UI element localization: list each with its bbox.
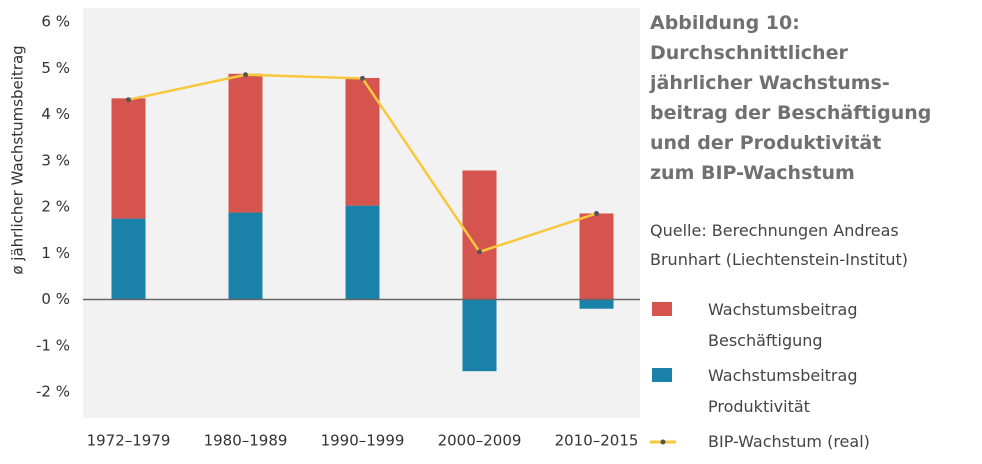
y-tick-label: -1 %: [36, 336, 70, 354]
legend-label: Wachstumsbeitrag Beschäftigung: [708, 300, 858, 350]
y-tick-label: 0 %: [41, 290, 70, 308]
title-line: Abbildung 10:: [650, 12, 800, 34]
title-line: Durchschnittlicher: [650, 42, 848, 64]
legend-label: BIP-Wachstum (real): [708, 432, 870, 451]
bar: [345, 77, 380, 206]
x-tick-label: 1990–1999: [321, 432, 405, 450]
bar: [111, 218, 146, 300]
y-tick-label: 2 %: [41, 198, 70, 216]
x-tick-label: 2000–2009: [438, 432, 522, 450]
bar: [579, 213, 614, 300]
y-tick-label: -2 %: [36, 383, 70, 401]
y-tick-label: 1 %: [41, 244, 70, 262]
line-marker: [243, 72, 248, 78]
title-line: jährlicher Wachstums-: [650, 72, 890, 94]
legend-swatch: [652, 368, 672, 382]
y-tick-label: 5 %: [41, 59, 70, 77]
line-marker: [360, 75, 365, 81]
side-panel: Abbildung 10: Durchschnittlicher jährliche…: [650, 8, 980, 461]
title-line: zum BIP-Wachstum: [650, 162, 855, 184]
legend-item: BIP-Wachstum (real): [650, 426, 928, 457]
title-line: beitrag der Beschäftigung: [650, 102, 932, 124]
x-tick-label: 2010–2015: [555, 432, 639, 450]
y-tick-label: 6 %: [41, 13, 70, 31]
legend-item: Wachstumsbeitrag Beschäftigung: [650, 294, 928, 356]
y-tick-label: 3 %: [41, 151, 70, 169]
line-marker: [126, 97, 131, 103]
line-marker: [477, 249, 482, 255]
source: Quelle: Berechnungen Andreas Brunhart (L…: [650, 221, 909, 269]
bar: [228, 212, 263, 300]
y-axis-label: ø jährlicher Wachstumsbeitrag: [9, 45, 27, 274]
legend-item: Wachstumsbeitrag Produktivität: [650, 360, 928, 422]
x-tick-label: 1980–1989: [204, 432, 288, 450]
bar: [579, 299, 614, 309]
bar: [462, 299, 497, 372]
title-line: und der Produktivität: [650, 132, 882, 154]
y-tick-label: 4 %: [41, 105, 70, 123]
bar: [228, 73, 263, 213]
legend-marker: [660, 439, 666, 445]
legend: Wachstumsbeitrag Beschäftigung Wachstumsb…: [650, 294, 980, 457]
line-marker: [594, 210, 599, 216]
legend-label: Wachstumsbeitrag Produktivität: [708, 366, 858, 416]
chart-title: Abbildung 10: Durchschnittlicher jährliche…: [650, 8, 980, 188]
chart: ø jährlicher Wachstumsbeitrag -2 % -1 % 0 …: [9, 8, 640, 450]
legend-swatch: [652, 302, 672, 316]
bar: [111, 98, 146, 219]
legend-swatch: [650, 439, 676, 445]
x-tick-label: 1972–1979: [87, 432, 171, 450]
bar: [345, 205, 380, 300]
